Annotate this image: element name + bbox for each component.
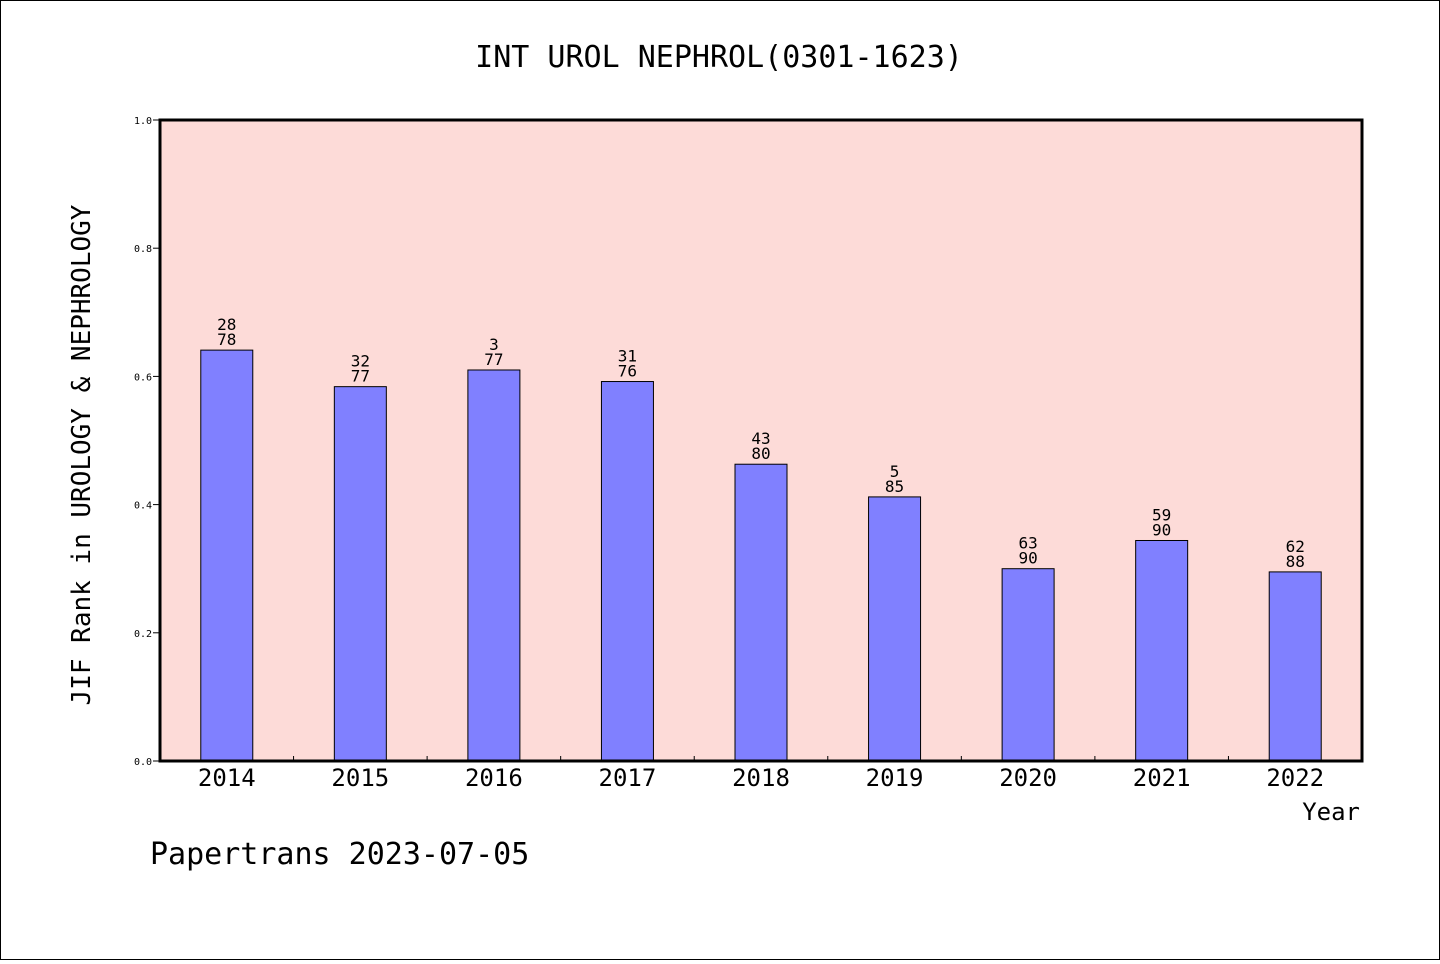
bar (600, 381, 654, 762)
bar-rank-label: 31 (618, 347, 637, 366)
y-tick-label: 0.6 (134, 372, 152, 383)
y-tick-label: 1.0 (134, 116, 152, 127)
chart-title: INT UROL NEPHROL(0301-1623) (475, 40, 963, 75)
x-tick-label: 2014 (198, 764, 256, 792)
x-tick-label: 2015 (331, 764, 389, 792)
y-tick-label: 0.4 (134, 501, 152, 512)
axis-ticks: 2014 2015 2016 2017 2018 2019 2020 2021 2022 0.0 0… (134, 116, 1324, 792)
bar (333, 386, 387, 762)
x-tick-label: 2019 (866, 764, 924, 792)
bar-total-label: 90 (1152, 520, 1171, 539)
x-axis-label: Year (1302, 798, 1360, 826)
bar-total-label: 76 (618, 362, 637, 381)
bar-total-label: 80 (751, 444, 770, 463)
plot-border (158, 118, 1364, 763)
x-tick-label: 2017 (599, 764, 657, 792)
bar (467, 369, 521, 762)
bar-rank-label: 63 (1018, 534, 1037, 553)
bar-rank-label: 59 (1152, 505, 1171, 524)
bar-rank-label: 62 (1286, 537, 1305, 556)
x-tick-label: 2021 (1133, 764, 1191, 792)
bar-total-label: 77 (351, 367, 370, 386)
y-tick-label: 0.0 (134, 757, 152, 768)
bar (1268, 571, 1322, 762)
bar-total-label: 85 (885, 477, 904, 496)
footer-credit: Papertrans 2023-07-05 (150, 837, 529, 872)
bar-rank-label: 3 (489, 335, 499, 354)
bar-total-label: 77 (484, 350, 503, 369)
bar-rank-label: 32 (351, 352, 370, 371)
bar-rank-label: 5 (890, 462, 900, 481)
x-tick-label: 2020 (999, 764, 1057, 792)
x-tick-label: 2022 (1266, 764, 1324, 792)
bar (200, 349, 254, 762)
bar (1135, 539, 1189, 762)
x-tick-label: 2018 (732, 764, 790, 792)
x-tick-label: 2016 (465, 764, 523, 792)
bar-rank-label: 43 (751, 429, 770, 448)
y-axis-label: JIF Rank in UROLOGY & NEPHROLOGY (67, 204, 97, 705)
bar-total-label: 78 (217, 330, 236, 349)
bar-rank-label: 28 (217, 315, 236, 334)
y-tick-label: 0.8 (134, 244, 152, 255)
y-tick-label: 0.2 (134, 629, 152, 640)
bar-total-label: 90 (1018, 549, 1037, 568)
bar (1001, 568, 1055, 762)
bar (734, 463, 788, 762)
bar-total-label: 88 (1286, 552, 1305, 571)
bar (868, 496, 922, 762)
